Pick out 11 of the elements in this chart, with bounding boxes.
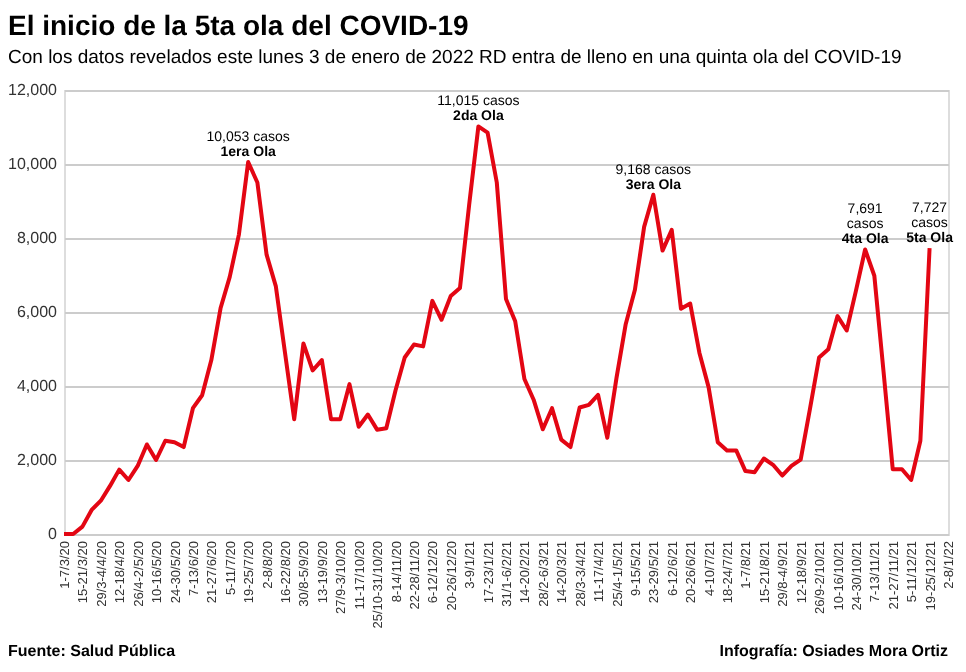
y-tick-label: 10,000	[8, 155, 59, 173]
y-tick-label: 2,000	[16, 451, 59, 469]
chart-subtitle: Con los datos revelados este lunes 3 de enero de 2022 RD entra de lleno en una quinta ola del COVID-19	[8, 47, 902, 69]
source-note: Fuente: Salud Pública	[8, 642, 177, 660]
y-tick-label: 4,000	[16, 377, 59, 395]
chart-title: El inicio de la 5ta ola del COVID-19	[8, 9, 470, 41]
text: Infografía: Osiades Mora Ortiz	[719, 642, 948, 660]
y-tick-label: 6,000	[16, 303, 59, 321]
y-tick-label: 12,000	[8, 81, 59, 99]
y-tick-label: 8,000	[16, 229, 59, 247]
y-tick-label: 0	[48, 525, 59, 543]
